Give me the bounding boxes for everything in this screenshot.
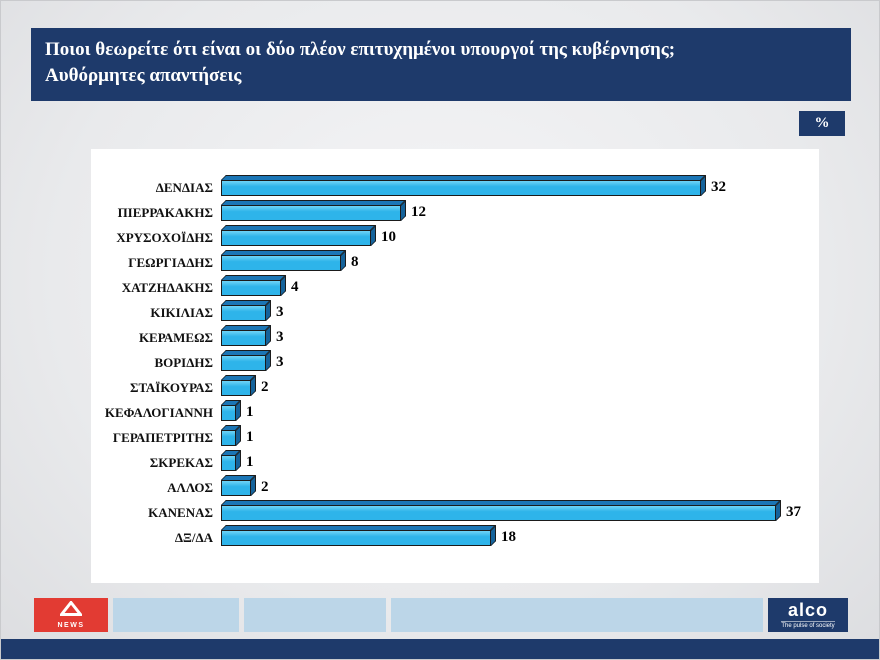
- bar-area: 10: [221, 224, 396, 246]
- value-label: 1: [246, 429, 254, 445]
- bar-area: 3: [221, 324, 284, 346]
- bar-area: 32: [221, 174, 726, 196]
- bar: [221, 524, 496, 546]
- category-label: ΔΞ/ΔΑ: [174, 529, 213, 545]
- category-label: ΚΑΝΕΝΑΣ: [148, 504, 213, 520]
- value-label: 4: [291, 279, 299, 295]
- bar-area: 1: [221, 424, 254, 446]
- bar: [221, 424, 241, 446]
- category-label: ΧΡΥΣΟΧΟΪΔΗΣ: [116, 229, 213, 245]
- alpha-triangle-icon: [58, 600, 84, 621]
- chart-row: ΓΕΩΡΓΙΑΔΗΣ 8: [91, 249, 819, 275]
- category-label: ΑΛΛΟΣ: [167, 479, 213, 495]
- value-label: 8: [351, 254, 359, 270]
- chart-panel: ΔΕΝΔΙΑΣ 32 ΠΙΕΡΡΑΚΑΚΗΣ 12 ΧΡΥΣΟΧΟΪΔΗΣ 10 ΓΕΩΡΓ…: [91, 149, 819, 583]
- bar-area: 3: [221, 349, 284, 371]
- bar: [221, 299, 271, 321]
- category-label: ΠΙΕΡΡΑΚΑΚΗΣ: [117, 204, 213, 220]
- chart-title-line2: Αυθόρμητες απαντήσεις: [45, 64, 242, 86]
- category-label: ΣΤΑΪΚΟΥΡΑΣ: [130, 379, 213, 395]
- chart-row: ΑΛΛΟΣ 2: [91, 474, 819, 500]
- title-banner: Ποιοι θεωρείτε ότι είναι οι δύο πλέον επ…: [31, 28, 851, 101]
- bar-area: 3: [221, 299, 284, 321]
- category-label: ΧΑΤΖΗΔΑΚΗΣ: [121, 279, 213, 295]
- alco-logo: alco The pulse of society: [768, 598, 848, 632]
- bar-chart: ΔΕΝΔΙΑΣ 32 ΠΙΕΡΡΑΚΑΚΗΣ 12 ΧΡΥΣΟΧΟΪΔΗΣ 10 ΓΕΩΡΓ…: [91, 149, 819, 550]
- alpha-news-logo: NEWS: [34, 598, 108, 632]
- bar-area: 37: [221, 499, 801, 521]
- chart-row: ΣΚΡΕΚΑΣ 1: [91, 449, 819, 475]
- chart-row: ΧΑΤΖΗΔΑΚΗΣ 4: [91, 274, 819, 300]
- value-label: 1: [246, 404, 254, 420]
- chart-row: ΣΤΑΪΚΟΥΡΑΣ 2: [91, 374, 819, 400]
- value-label: 12: [411, 204, 426, 220]
- value-label: 2: [261, 479, 269, 495]
- bar-area: 1: [221, 399, 254, 421]
- chart-row: ΚΙΚΙΛΙΑΣ 3: [91, 299, 819, 325]
- bar-area: 4: [221, 274, 299, 296]
- bar: [221, 274, 286, 296]
- chart-row: ΓΕΡΑΠΕΤΡΙΤΗΣ 1: [91, 424, 819, 450]
- category-label: ΚΕΦΑΛΟΓΙΑΝΝΗ: [104, 404, 213, 420]
- value-label: 32: [711, 179, 726, 195]
- bar-area: 12: [221, 199, 426, 221]
- bar: [221, 374, 256, 396]
- footer-segment-2: [244, 598, 386, 632]
- category-label: ΔΕΝΔΙΑΣ: [155, 179, 213, 195]
- bar: [221, 499, 781, 521]
- percent-badge: %: [799, 111, 845, 136]
- bar-area: 18: [221, 524, 516, 546]
- value-label: 1: [246, 454, 254, 470]
- value-label: 18: [501, 529, 516, 545]
- footer: NEWS alco The pulse of society: [34, 598, 848, 632]
- footer-segment-1: [113, 598, 239, 632]
- value-label: 37: [786, 504, 801, 520]
- alpha-news-label: NEWS: [57, 622, 85, 629]
- bar-area: 2: [221, 374, 269, 396]
- chart-row: ΚΕΦΑΛΟΓΙΑΝΝΗ 1: [91, 399, 819, 425]
- value-label: 2: [261, 379, 269, 395]
- bar: [221, 324, 271, 346]
- bar: [221, 199, 406, 221]
- bar: [221, 474, 256, 496]
- chart-title-line1: Ποιοι θεωρείτε ότι είναι οι δύο πλέον επ…: [45, 39, 676, 60]
- bar-area: 8: [221, 249, 359, 271]
- bar-area: 2: [221, 474, 269, 496]
- category-label: ΣΚΡΕΚΑΣ: [149, 454, 213, 470]
- bottom-strip: [1, 639, 879, 659]
- chart-row: ΔΞ/ΔΑ 18: [91, 524, 819, 550]
- category-label: ΓΕΩΡΓΙΑΔΗΣ: [128, 254, 213, 270]
- bar: [221, 249, 346, 271]
- alco-tagline: The pulse of society: [781, 621, 835, 629]
- value-label: 10: [381, 229, 396, 245]
- chart-row: ΧΡΥΣΟΧΟΪΔΗΣ 10: [91, 224, 819, 250]
- chart-row: ΔΕΝΔΙΑΣ 32: [91, 174, 819, 200]
- chart-row: ΚΑΝΕΝΑΣ 37: [91, 499, 819, 525]
- bar: [221, 174, 706, 196]
- category-label: ΚΕΡΑΜΕΩΣ: [138, 329, 213, 345]
- value-label: 3: [276, 329, 284, 345]
- bar-area: 1: [221, 449, 254, 471]
- category-label: ΒΟΡΙΔΗΣ: [154, 354, 213, 370]
- chart-row: ΚΕΡΑΜΕΩΣ 3: [91, 324, 819, 350]
- category-label: ΚΙΚΙΛΙΑΣ: [150, 304, 213, 320]
- bar: [221, 449, 241, 471]
- category-label: ΓΕΡΑΠΕΤΡΙΤΗΣ: [112, 429, 213, 445]
- chart-row: ΒΟΡΙΔΗΣ 3: [91, 349, 819, 375]
- value-label: 3: [276, 354, 284, 370]
- bar: [221, 224, 376, 246]
- bar: [221, 349, 271, 371]
- alco-wordmark: alco: [787, 600, 829, 620]
- chart-row: ΠΙΕΡΡΑΚΑΚΗΣ 12: [91, 199, 819, 225]
- footer-segment-3: [391, 598, 763, 632]
- bar: [221, 399, 241, 421]
- value-label: 3: [276, 304, 284, 320]
